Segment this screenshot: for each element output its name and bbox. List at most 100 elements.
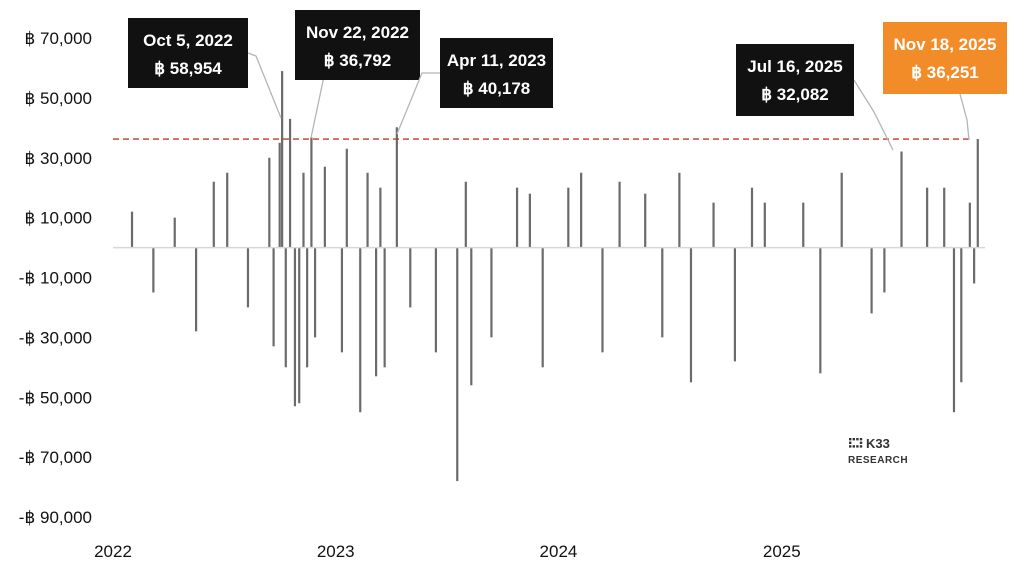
logo-dot — [852, 445, 855, 448]
logo-dot — [859, 445, 863, 448]
y-tick-label: ฿ 10,000 — [24, 209, 92, 228]
bar — [306, 247, 309, 368]
bar — [409, 247, 412, 308]
bar — [268, 157, 271, 248]
bar — [567, 187, 570, 248]
bar — [960, 247, 963, 383]
annotation-value: ฿ 58,954 — [154, 59, 222, 78]
bars — [130, 71, 979, 482]
bar — [302, 172, 305, 248]
annotation-leader-line — [959, 93, 970, 141]
bar — [883, 247, 886, 293]
annotation-box — [128, 18, 248, 88]
bar — [194, 247, 198, 332]
bar — [973, 247, 976, 284]
logo-dot — [856, 445, 859, 448]
bar — [870, 247, 873, 314]
bar — [819, 247, 822, 374]
annotation-callout: Apr 11, 2023 ฿ 40,178 — [396, 38, 553, 135]
annotation-value: ฿ 36,792 — [324, 51, 392, 70]
y-axis: ฿ 70,000 ฿ 50,000 ฿ 30,000 ฿ 10,000 -฿ 10,00… — [19, 29, 92, 527]
bar — [601, 247, 604, 353]
bar — [926, 187, 929, 248]
bar — [490, 247, 493, 338]
annotation-leader-line — [247, 52, 282, 119]
bar — [678, 172, 681, 248]
annotation-callout: Oct 5, 2022 ฿ 58,954 — [128, 18, 282, 119]
bar — [272, 247, 275, 347]
bar — [968, 202, 971, 248]
y-tick-label: -฿ 10,000 — [19, 269, 92, 288]
x-axis: 2022 2023 2024 2025 — [94, 542, 801, 561]
bar — [470, 247, 473, 386]
bar — [310, 137, 313, 248]
bar — [763, 202, 766, 248]
bar — [375, 247, 378, 377]
bar — [359, 247, 362, 413]
annotation-date: Apr 11, 2023 — [447, 51, 546, 70]
annotation-box — [736, 44, 854, 116]
annotation-date: Oct 5, 2022 — [143, 31, 233, 50]
bar — [943, 187, 946, 248]
y-tick-label: -฿ 70,000 — [19, 448, 92, 467]
bar — [434, 247, 437, 353]
k33-research-logo: K33 RESEARCH — [848, 436, 908, 466]
annotation-date: Nov 22, 2022 — [306, 23, 409, 42]
annotation-box — [883, 22, 1007, 94]
x-tick-label: 2023 — [317, 542, 355, 561]
bar — [528, 193, 531, 248]
bar — [340, 247, 344, 353]
logo-dot — [856, 438, 859, 441]
bar — [288, 118, 292, 248]
bar — [515, 187, 519, 248]
bar — [383, 247, 386, 368]
bar — [644, 193, 647, 248]
bar — [298, 247, 301, 404]
bar — [464, 181, 467, 248]
bar — [284, 247, 287, 368]
annotation-value: ฿ 40,178 — [463, 79, 531, 98]
logo-subtitle: RESEARCH — [848, 455, 908, 466]
bar — [712, 202, 715, 248]
logo-mark-icon — [849, 438, 863, 448]
annotation-box — [295, 10, 420, 80]
bar — [900, 151, 903, 248]
bar — [840, 172, 843, 248]
bar — [323, 166, 326, 248]
bar — [212, 181, 215, 248]
logo-dot — [852, 438, 855, 441]
bar — [246, 247, 250, 308]
logo-dot — [849, 438, 852, 441]
bar — [366, 172, 369, 248]
annotation-date: Jul 16, 2025 — [747, 57, 842, 76]
bar — [456, 247, 459, 482]
annotation-date: Nov 18, 2025 — [893, 35, 996, 54]
logo-name: K33 — [866, 436, 890, 451]
logo-dot — [849, 441, 852, 444]
bar — [226, 172, 229, 248]
x-tick-label: 2025 — [763, 542, 801, 561]
x-tick-label: 2022 — [94, 542, 132, 561]
bar — [580, 172, 583, 248]
logo-dot — [859, 438, 863, 441]
logo-dot — [849, 445, 852, 448]
bar — [976, 139, 979, 248]
annotation-value: ฿ 32,082 — [761, 85, 829, 104]
bar — [278, 142, 281, 248]
y-tick-label: ฿ 50,000 — [24, 89, 92, 108]
y-tick-label: -฿ 90,000 — [19, 508, 92, 527]
bar — [750, 187, 754, 248]
bar — [293, 247, 297, 407]
annotation-callout: Jul 16, 2025 ฿ 32,082 — [736, 44, 894, 151]
bar — [541, 247, 544, 368]
annotation-leader-line — [396, 72, 440, 135]
bar — [152, 247, 155, 293]
bar — [395, 127, 398, 248]
bar — [733, 247, 737, 362]
annotation-leader-line — [853, 79, 894, 151]
bar — [689, 247, 693, 383]
bar — [313, 247, 317, 338]
bar — [802, 202, 805, 248]
